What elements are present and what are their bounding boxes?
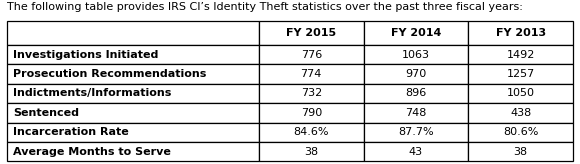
Text: FY 2014: FY 2014 bbox=[391, 28, 441, 38]
Bar bbox=[468, 45, 573, 64]
Text: 748: 748 bbox=[405, 108, 427, 118]
Bar bbox=[7, 21, 259, 45]
Bar bbox=[259, 123, 364, 142]
Bar bbox=[364, 84, 468, 103]
Bar bbox=[7, 45, 259, 64]
Text: Sentenced: Sentenced bbox=[13, 108, 79, 118]
Text: 38: 38 bbox=[514, 147, 528, 156]
Bar bbox=[364, 142, 468, 161]
Bar bbox=[364, 45, 468, 64]
Bar bbox=[364, 123, 468, 142]
Text: 1257: 1257 bbox=[506, 69, 535, 79]
Bar bbox=[468, 103, 573, 123]
Bar bbox=[259, 103, 364, 123]
Bar bbox=[7, 142, 259, 161]
Text: 774: 774 bbox=[300, 69, 322, 79]
Bar bbox=[468, 123, 573, 142]
Bar bbox=[468, 142, 573, 161]
Text: 438: 438 bbox=[510, 108, 531, 118]
Bar bbox=[7, 84, 259, 103]
Bar bbox=[364, 103, 468, 123]
Bar bbox=[259, 142, 364, 161]
Text: 732: 732 bbox=[300, 89, 322, 98]
Bar bbox=[259, 64, 364, 84]
Text: 1492: 1492 bbox=[506, 50, 535, 60]
Text: 896: 896 bbox=[405, 89, 426, 98]
Bar bbox=[468, 21, 573, 45]
Bar bbox=[364, 21, 468, 45]
Text: Prosecution Recommendations: Prosecution Recommendations bbox=[13, 69, 206, 79]
Bar bbox=[7, 123, 259, 142]
Bar bbox=[7, 64, 259, 84]
Text: 87.7%: 87.7% bbox=[398, 127, 434, 137]
Text: Investigations Initiated: Investigations Initiated bbox=[13, 50, 158, 60]
Bar bbox=[259, 21, 364, 45]
Text: Incarceration Rate: Incarceration Rate bbox=[13, 127, 129, 137]
Text: 776: 776 bbox=[300, 50, 322, 60]
Text: Average Months to Serve: Average Months to Serve bbox=[13, 147, 171, 156]
Text: 38: 38 bbox=[304, 147, 318, 156]
Text: 84.6%: 84.6% bbox=[293, 127, 329, 137]
Text: The following table provides IRS CI’s Identity Theft statistics over the past th: The following table provides IRS CI’s Id… bbox=[7, 2, 523, 12]
Text: 790: 790 bbox=[300, 108, 322, 118]
Bar bbox=[468, 84, 573, 103]
Text: 1050: 1050 bbox=[507, 89, 535, 98]
Text: 80.6%: 80.6% bbox=[503, 127, 538, 137]
Bar bbox=[259, 84, 364, 103]
Bar bbox=[364, 64, 468, 84]
Bar bbox=[468, 64, 573, 84]
Text: Indictments/Informations: Indictments/Informations bbox=[13, 89, 171, 98]
Text: 970: 970 bbox=[405, 69, 426, 79]
Bar bbox=[259, 45, 364, 64]
Text: 1063: 1063 bbox=[402, 50, 430, 60]
Text: 43: 43 bbox=[409, 147, 423, 156]
Text: FY 2015: FY 2015 bbox=[286, 28, 336, 38]
Bar bbox=[7, 103, 259, 123]
Text: FY 2013: FY 2013 bbox=[496, 28, 546, 38]
